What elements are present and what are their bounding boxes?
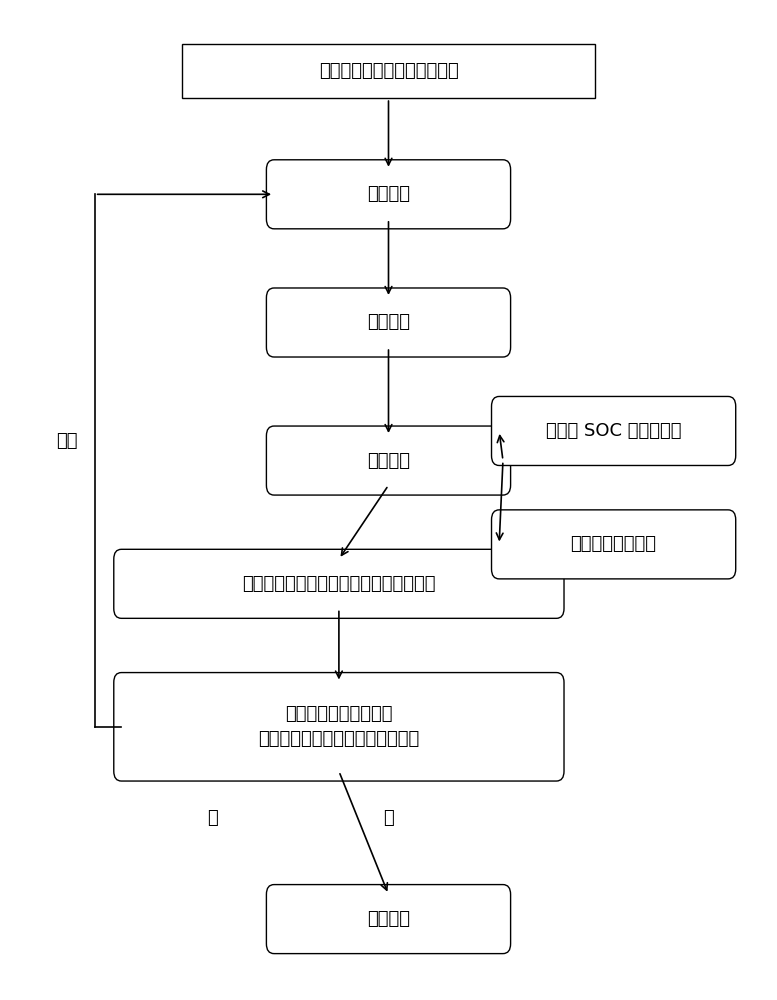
Text: 电池循环达到特定次数
或电池高温容量保持率达到特定値: 电池循环达到特定次数 或电池高温容量保持率达到特定値 <box>258 705 420 748</box>
Text: 减小低 SOC 下充电电流: 减小低 SOC 下充电电流 <box>546 422 681 440</box>
FancyBboxPatch shape <box>267 160 510 229</box>
Text: 放电静置: 放电静置 <box>367 314 410 332</box>
Text: 电池充电: 电池充电 <box>367 452 410 470</box>
Text: 停止测试: 停止测试 <box>367 910 410 928</box>
Text: 提高充电截止电压: 提高充电截止电压 <box>570 535 657 553</box>
FancyBboxPatch shape <box>492 396 736 465</box>
FancyBboxPatch shape <box>267 288 510 357</box>
Text: 电池持续恒压充电或恒压充电与静置结合: 电池持续恒压充电或恒压充电与静置结合 <box>242 575 436 593</box>
Text: 否: 否 <box>207 809 218 827</box>
FancyBboxPatch shape <box>267 426 510 495</box>
FancyBboxPatch shape <box>113 549 564 618</box>
FancyBboxPatch shape <box>183 44 594 98</box>
FancyBboxPatch shape <box>113 673 564 781</box>
Text: 快速测试锂离子电池循环寿命: 快速测试锂离子电池循环寿命 <box>319 62 458 80</box>
Text: 是: 是 <box>383 809 394 827</box>
FancyBboxPatch shape <box>267 885 510 954</box>
FancyBboxPatch shape <box>492 510 736 579</box>
Text: 电池放电: 电池放电 <box>367 185 410 203</box>
Text: 循环: 循环 <box>56 432 77 450</box>
